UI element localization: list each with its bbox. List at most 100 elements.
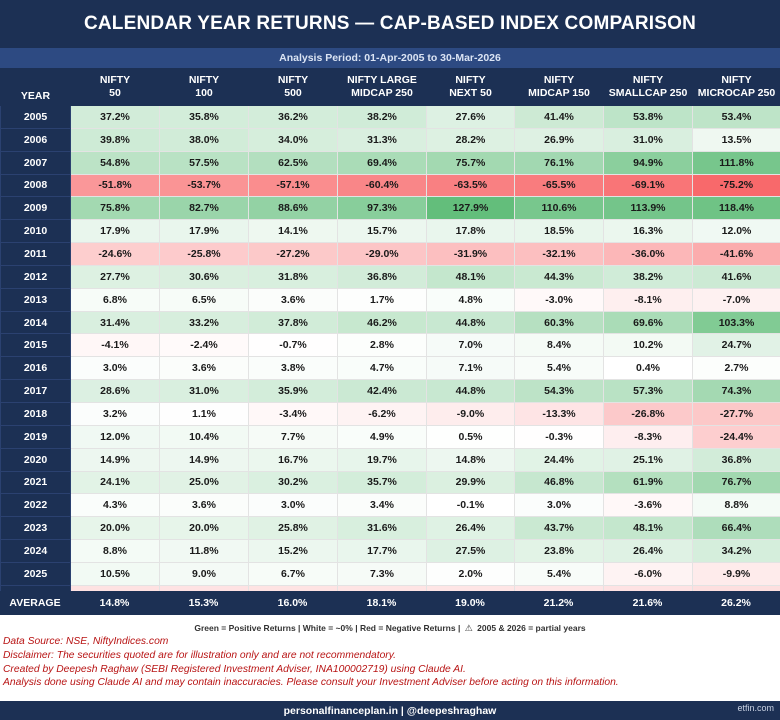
return-cell: 26.4% [426,516,515,541]
year-cell: 2015 [0,333,71,358]
return-cell: 14.1% [248,219,338,244]
table-row: 2023 20.0% 20.0% 25.8% 31.6% 26.4% 43.7% 48.1% 6… [0,516,780,541]
return-cell: 4.8% [426,287,515,312]
return-cell: 48.1% [426,264,515,289]
return-cell: 2.7% [692,356,780,381]
return-cell: 4.7% [337,356,427,381]
returns-table: YEAR NIFTY 50 NIFTY 100 NIFTY 500 NIFTY LARGE M… [0,68,780,609]
return-cell: -26.8% [603,401,693,426]
return-cell: 88.6% [248,196,338,221]
return-cell: -3.0% [514,287,604,312]
return-cell: 30.6% [159,264,249,289]
year-cell: 2010 [0,219,71,244]
chart-title: CALENDAR YEAR RETURNS — CAP-BASED INDEX … [0,0,780,48]
return-cell: 3.0% [248,493,338,518]
return-cell: 10.2% [603,333,693,358]
return-cell: 7.7% [248,424,338,449]
column-header: NIFTY MICROCAP 250 [692,68,780,106]
return-cell: -0.3% [514,424,604,449]
return-cell: 7.1% [426,356,515,381]
return-cell: 6.8% [70,287,160,312]
return-cell: -0.7% [248,333,338,358]
average-cell: 21.6% [632,597,663,609]
year-cell: 2018 [0,401,71,426]
table-row: 2024 8.8% 11.8% 15.2% 17.7% 27.5% 23.8% 26.4% 34… [0,539,780,563]
column-header-line: NIFTY [188,74,220,86]
return-cell: 9.0% [159,561,249,586]
return-cell: -6.0% [603,561,693,586]
year-cell: 2009 [0,196,71,221]
footer-credit: personalfinanceplan.in | @deepeshraghaw [0,701,780,720]
column-header-line: SMALLCAP 250 [608,87,688,99]
return-cell: 54.8% [70,150,160,175]
return-cell: 31.8% [248,264,338,289]
table-row: 2015 -4.1% -2.4% -0.7% 2.8% 7.0% 8.4% 10.2% 24.7… [0,333,780,358]
return-cell: 42.4% [337,379,427,403]
return-cell: -60.4% [337,173,427,198]
return-cell: 1.7% [337,287,427,312]
return-cell: 38.0% [159,127,249,152]
return-cell: 11.8% [159,539,249,563]
return-cell: 8.8% [692,493,780,518]
return-cell: -27.7% [692,401,780,426]
return-cell: -63.5% [426,173,515,198]
return-cell: 44.3% [514,264,604,289]
return-cell: 46.8% [514,470,604,495]
column-header-line: NIFTY LARGE [347,74,417,86]
return-cell: 127.9% [426,196,515,221]
return-cell: 1.1% [159,401,249,426]
return-cell: 6.5% [159,287,249,312]
year-cell: 2005 [0,105,71,129]
table-row: 2020 14.9% 14.9% 16.7% 19.7% 14.8% 24.4% 25.1% 3… [0,447,780,472]
column-header-line: 100 [195,87,213,99]
table-row: 2009 75.8% 82.7% 88.6% 97.3% 127.9% 110.6% 113.… [0,196,780,221]
return-cell: -6.2% [337,401,427,426]
return-cell: 110.6% [514,196,604,221]
table-row: 2005 37.2% 35.8% 36.2% 38.2% 27.6% 41.4% 53.8% 5… [0,105,780,129]
average-row: AVERAGE 14.8% 15.3% 16.0% 18.1% 19.0% 21.2% 21… [0,591,780,615]
legend-text: Green = Positive Returns | White = ~0% |… [194,623,461,633]
return-cell: 20.0% [159,516,249,541]
return-cell: -24.4% [692,424,780,449]
analysis-period: Analysis Period: 01-Apr-2005 to 30-Mar-2… [0,48,780,68]
column-header-line: NIFTY [455,74,486,86]
return-cell: 38.2% [337,105,427,129]
return-cell: -3.4% [248,401,338,426]
table-row: 2017 28.6% 31.0% 35.9% 42.4% 44.8% 54.3% 57.3% 7… [0,379,780,403]
return-cell: 29.9% [426,470,515,495]
return-cell: -41.6% [692,242,780,266]
year-cell: 2025 [0,561,71,586]
return-cell: 13.5% [692,127,780,152]
return-cell: -29.0% [337,242,427,266]
return-cell: 3.0% [514,493,604,518]
return-cell: -53.7% [159,173,249,198]
return-cell: 8.4% [514,333,604,358]
table-row: 2014 31.4% 33.2% 37.8% 46.2% 44.8% 60.3% 69.6% 1… [0,310,780,335]
table-row: 2025 10.5% 9.0% 6.7% 7.3% 2.0% 5.4% -6.0% -9.9% [0,561,780,586]
return-cell: -25.8% [159,242,249,266]
year-cell: 2011 [0,242,71,266]
return-cell: 0.4% [603,356,693,381]
return-cell: 6.7% [248,561,338,586]
return-cell: 54.3% [514,379,604,403]
return-cell: 15.2% [248,539,338,563]
return-cell: 57.5% [159,150,249,175]
return-cell: 82.7% [159,196,249,221]
return-cell: 74.3% [692,379,780,403]
year-cell: 2013 [0,287,71,312]
return-cell: 48.1% [603,516,693,541]
year-cell: 2022 [0,493,71,518]
year-column-header: YEAR [0,68,71,106]
return-cell: 25.8% [248,516,338,541]
return-cell: -24.6% [70,242,160,266]
column-header-line: NIFTY [632,74,664,86]
return-cell: -32.1% [514,242,604,266]
return-cell: 3.2% [70,401,160,426]
return-cell: 17.9% [159,219,249,244]
year-cell: 2019 [0,424,71,449]
return-cell: 25.1% [603,447,693,472]
return-cell: 60.3% [514,310,604,335]
watermark: etfin.com [737,703,774,713]
average-cell: 14.8% [99,597,130,609]
return-cell: -7.0% [692,287,780,312]
